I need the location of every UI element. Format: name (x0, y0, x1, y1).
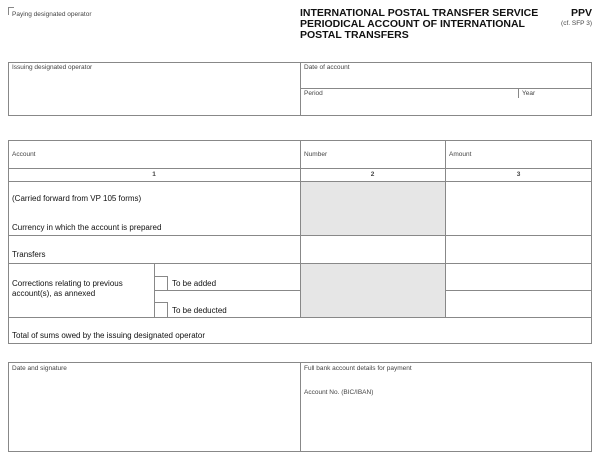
divider (8, 317, 592, 318)
title-line: INTERNATIONAL POSTAL TRANSFER SERVICE (300, 7, 539, 19)
total-label: Total of sums owed by the issuing design… (12, 331, 206, 340)
col-number-3: 3 (516, 171, 521, 178)
form-ref: (cf. SFP 3) (561, 20, 592, 27)
header-account: Account (12, 151, 36, 158)
divider (8, 181, 592, 182)
to-be-deducted-checkbox[interactable] (154, 302, 168, 317)
divider (154, 290, 300, 291)
transfers-label: Transfers (12, 250, 46, 259)
header-number: Number (304, 151, 328, 158)
paying-operator-corner (8, 7, 14, 15)
col-number-2: 2 (370, 171, 375, 178)
divider (300, 88, 592, 89)
divider (154, 263, 155, 317)
to-be-added-checkbox[interactable] (154, 276, 168, 290)
header-amount: Amount (449, 151, 472, 158)
date-of-account-field[interactable]: Date of account (304, 64, 350, 71)
to-be-added-label: To be added (172, 279, 217, 288)
divider (8, 263, 592, 264)
year-field[interactable]: Year (522, 90, 536, 97)
shaded-cell (301, 182, 445, 235)
carried-forward-label: (Carried forward from VP 105 forms) (12, 194, 142, 203)
to-be-deducted-label: To be deducted (172, 306, 227, 315)
date-signature-field[interactable]: Date and signature (12, 365, 67, 372)
shaded-cell (301, 264, 445, 317)
col-number-1: 1 (152, 171, 156, 178)
divider (445, 140, 446, 317)
form-code: PPV (570, 7, 592, 19)
title-line: PERIODICAL ACCOUNT OF INTERNATIONAL (300, 18, 525, 30)
divider (518, 88, 519, 98)
divider (300, 62, 301, 116)
period-field[interactable]: Period (304, 90, 323, 97)
divider (8, 235, 592, 236)
currency-label: Currency in which the account is prepare… (12, 223, 162, 232)
account-no-field[interactable]: Account No. (BIC/IBAN) (304, 389, 374, 396)
divider (300, 362, 301, 452)
form-title: INTERNATIONAL POSTAL TRANSFER SERVICE PE… (300, 8, 538, 41)
issuing-operator-field[interactable]: Issuing designated operator (12, 64, 93, 71)
paying-operator-label: Paying designated operator (12, 11, 92, 18)
divider (8, 168, 592, 169)
corrections-label: Corrections relating to previous account… (12, 279, 123, 298)
bank-details-field[interactable]: Full bank account details for payment (304, 365, 412, 372)
divider (300, 140, 301, 317)
divider (445, 290, 592, 291)
title-line: POSTAL TRANSFERS (300, 29, 409, 41)
